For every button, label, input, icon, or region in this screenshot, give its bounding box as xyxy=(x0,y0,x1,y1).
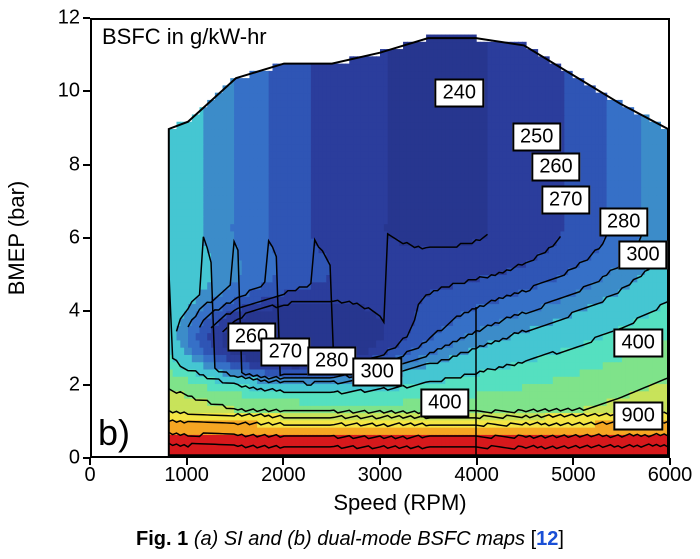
contour-label: 900 xyxy=(613,402,662,431)
y-tick-mark xyxy=(83,90,90,92)
x-axis-label: Speed (RPM) xyxy=(300,490,500,516)
x-tick: 2000 xyxy=(261,464,306,487)
y-tick-mark xyxy=(83,17,90,19)
contour-label: 270 xyxy=(541,185,590,214)
contour-label: 280 xyxy=(599,207,648,236)
y-tick-mark xyxy=(83,384,90,386)
caption-fig-num: Fig. 1 xyxy=(136,528,194,550)
contour-label: 260 xyxy=(531,152,580,181)
panel-letter: b) xyxy=(98,412,130,454)
y-tick-mark xyxy=(83,164,90,166)
caption-body: (a) SI and (b) dual-mode BSFC maps xyxy=(194,528,531,550)
y-axis-label: BMEP (bar) xyxy=(4,138,30,338)
x-tick-mark xyxy=(282,458,284,465)
x-tick-mark xyxy=(476,458,478,465)
x-tick: 0 xyxy=(84,464,95,487)
contour-label: 270 xyxy=(261,337,310,366)
contour-label: 250 xyxy=(512,123,561,152)
figure-caption: Fig. 1 (a) SI and (b) dual-mode BSFC map… xyxy=(0,528,700,551)
y-tick: 0 xyxy=(69,447,80,470)
contour-label: 300 xyxy=(618,240,667,269)
y-tick: 8 xyxy=(69,153,80,176)
caption-ref-link[interactable]: 12 xyxy=(536,528,558,550)
y-tick-mark xyxy=(83,457,90,459)
y-tick: 12 xyxy=(58,7,80,30)
x-tick: 5000 xyxy=(551,464,596,487)
x-tick: 4000 xyxy=(454,464,499,487)
figure-container: BSFC in g/kW-hr b) 240250260270280300400… xyxy=(0,0,700,559)
contour-label: 240 xyxy=(435,79,484,108)
contour-fill xyxy=(92,20,668,456)
x-tick: 3000 xyxy=(358,464,403,487)
x-tick: 1000 xyxy=(164,464,209,487)
y-tick: 6 xyxy=(69,227,80,250)
y-tick-mark xyxy=(83,310,90,312)
x-tick-mark xyxy=(89,458,91,465)
x-tick-mark xyxy=(669,458,671,465)
caption-ref-close: ] xyxy=(558,528,564,550)
contour-label: 300 xyxy=(352,358,401,387)
contour-label: 280 xyxy=(307,347,356,376)
x-tick-mark xyxy=(186,458,188,465)
inset-title: BSFC in g/kW-hr xyxy=(102,24,267,50)
y-tick-mark xyxy=(83,237,90,239)
y-tick: 2 xyxy=(69,373,80,396)
contour-label: 400 xyxy=(613,328,662,357)
plot-area: BSFC in g/kW-hr b) 240250260270280300400… xyxy=(90,18,670,458)
x-tick: 6000 xyxy=(648,464,693,487)
x-tick-mark xyxy=(572,458,574,465)
x-tick-mark xyxy=(379,458,381,465)
y-tick: 10 xyxy=(58,80,80,103)
y-tick: 4 xyxy=(69,300,80,323)
contour-label: 400 xyxy=(420,389,469,418)
